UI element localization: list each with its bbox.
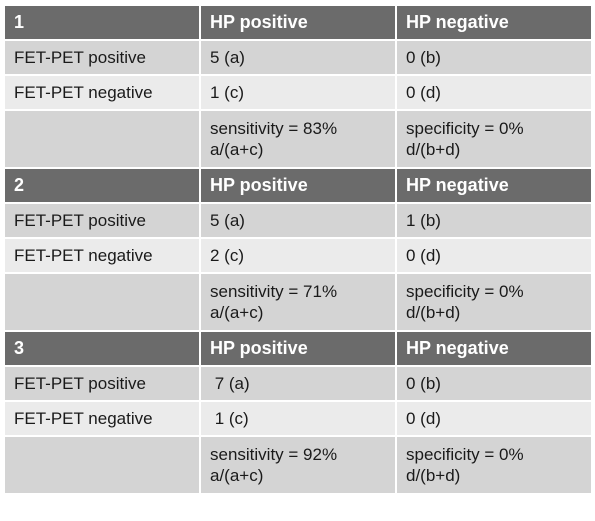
section-number: 2	[3, 167, 201, 204]
section-number: 1	[3, 4, 201, 41]
sensitivity-cell: sensitivity = 83% a/(a+c)	[199, 109, 397, 169]
hp-negative-header: HP negative	[395, 167, 593, 204]
specificity-value: specificity = 0%	[406, 119, 524, 138]
hp-positive-cell: 5 (a)	[199, 39, 397, 76]
hp-negative-cell: 1 (b)	[395, 202, 593, 239]
specificity-cell: specificity = 0% d/(b+d)	[395, 109, 593, 169]
contingency-table: 1 HP positive HP negative FET-PET positi…	[3, 4, 593, 495]
specificity-cell: specificity = 0% d/(b+d)	[395, 272, 593, 332]
metrics-row: sensitivity = 92% a/(a+c) specificity = …	[3, 435, 593, 495]
table-row: FET-PET negative 1 (c) 0 (d)	[3, 400, 593, 437]
hp-negative-cell: 0 (b)	[395, 365, 593, 402]
specificity-formula: d/(b+d)	[406, 466, 461, 485]
specificity-cell: specificity = 0% d/(b+d)	[395, 435, 593, 495]
sensitivity-value: sensitivity = 83%	[210, 119, 338, 138]
row-label: FET-PET negative	[3, 74, 201, 111]
hp-positive-cell: 1 (c)	[199, 74, 397, 111]
sensitivity-formula: a/(a+c)	[210, 140, 264, 159]
row-label: FET-PET negative	[3, 237, 201, 274]
hp-negative-cell: 0 (d)	[395, 237, 593, 274]
sensitivity-cell: sensitivity = 71% a/(a+c)	[199, 272, 397, 332]
table-row: FET-PET positive 5 (a) 0 (b)	[3, 39, 593, 76]
table-row: FET-PET positive 7 (a) 0 (b)	[3, 365, 593, 402]
hp-positive-cell: 7 (a)	[199, 365, 397, 402]
section-header-row: 3 HP positive HP negative	[3, 330, 593, 367]
table-row: FET-PET negative 1 (c) 0 (d)	[3, 74, 593, 111]
table-row: FET-PET negative 2 (c) 0 (d)	[3, 237, 593, 274]
metrics-row: sensitivity = 71% a/(a+c) specificity = …	[3, 272, 593, 332]
sensitivity-formula: a/(a+c)	[210, 466, 264, 485]
section-header-row: 2 HP positive HP negative	[3, 167, 593, 204]
specificity-value: specificity = 0%	[406, 282, 524, 301]
hp-positive-cell: 1 (c)	[199, 400, 397, 437]
sensitivity-cell: sensitivity = 92% a/(a+c)	[199, 435, 397, 495]
sensitivity-formula: a/(a+c)	[210, 303, 264, 322]
section-header-row: 1 HP positive HP negative	[3, 4, 593, 41]
metrics-empty-cell	[3, 109, 201, 169]
hp-negative-cell: 0 (b)	[395, 39, 593, 76]
row-label: FET-PET positive	[3, 39, 201, 76]
hp-negative-header: HP negative	[395, 4, 593, 41]
hp-positive-cell: 2 (c)	[199, 237, 397, 274]
hp-positive-header: HP positive	[199, 330, 397, 367]
hp-positive-header: HP positive	[199, 167, 397, 204]
hp-positive-cell: 5 (a)	[199, 202, 397, 239]
hp-positive-header: HP positive	[199, 4, 397, 41]
hp-negative-cell: 0 (d)	[395, 400, 593, 437]
metrics-row: sensitivity = 83% a/(a+c) specificity = …	[3, 109, 593, 169]
table-row: FET-PET positive 5 (a) 1 (b)	[3, 202, 593, 239]
sensitivity-value: sensitivity = 92%	[210, 445, 338, 464]
row-label: FET-PET positive	[3, 202, 201, 239]
hp-negative-header: HP negative	[395, 330, 593, 367]
section-number: 3	[3, 330, 201, 367]
row-label: FET-PET negative	[3, 400, 201, 437]
specificity-formula: d/(b+d)	[406, 140, 461, 159]
sensitivity-value: sensitivity = 71%	[210, 282, 338, 301]
metrics-empty-cell	[3, 272, 201, 332]
metrics-empty-cell	[3, 435, 201, 495]
hp-negative-cell: 0 (d)	[395, 74, 593, 111]
specificity-value: specificity = 0%	[406, 445, 524, 464]
row-label: FET-PET positive	[3, 365, 201, 402]
specificity-formula: d/(b+d)	[406, 303, 461, 322]
